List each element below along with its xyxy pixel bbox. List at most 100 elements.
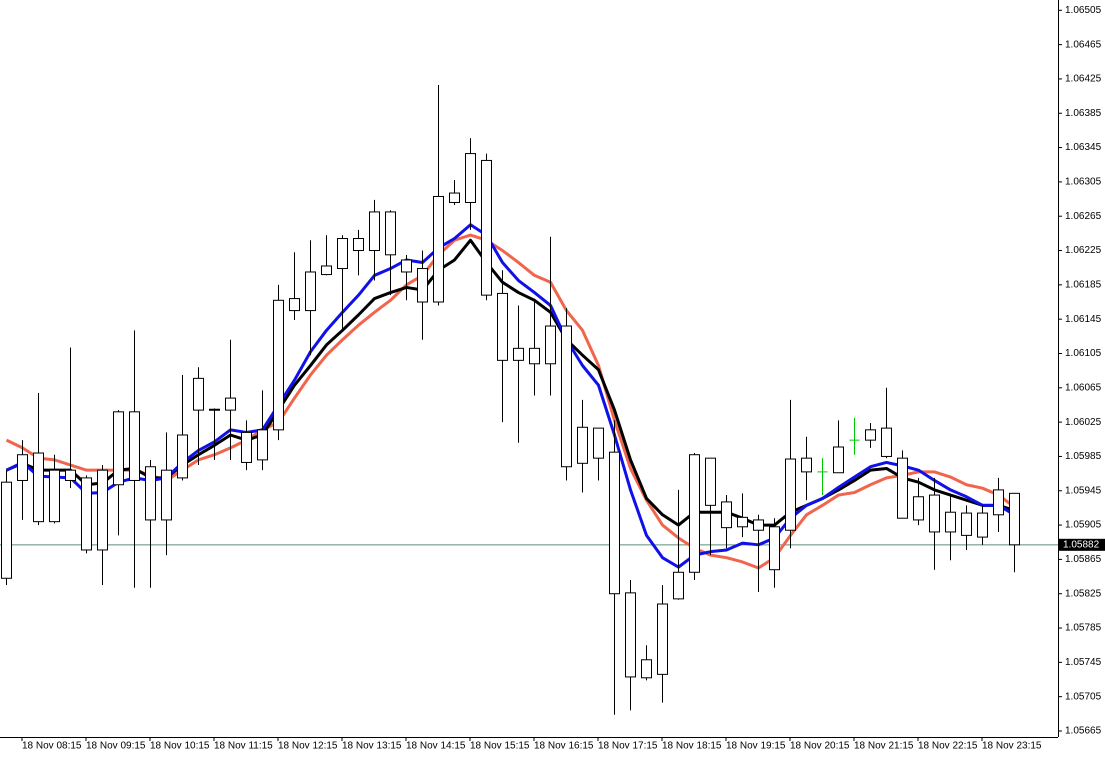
candle-body — [593, 427, 604, 459]
candle-body — [625, 592, 636, 678]
last-price-label: 1.05882 — [1063, 539, 1100, 550]
candle-body — [321, 265, 332, 276]
candle-body — [1009, 492, 1020, 546]
candle-body — [305, 271, 316, 312]
y-tick-label: 1.06185 — [1065, 279, 1102, 290]
x-tick-label: 18 Nov 15:15 — [470, 741, 530, 752]
x-tick-label: 18 Nov 13:15 — [342, 741, 402, 752]
candle-body — [513, 347, 524, 361]
candle-body — [753, 519, 764, 531]
candle-body — [737, 516, 748, 528]
x-tick-label: 18 Nov 16:15 — [534, 741, 594, 752]
y-tick-label: 1.05665 — [1065, 726, 1102, 737]
candle-body — [801, 457, 812, 473]
candle-body — [705, 457, 716, 506]
y-tick-label: 1.06305 — [1065, 177, 1102, 188]
candle-body — [417, 268, 428, 303]
candle-body — [289, 298, 300, 312]
y-tick-label: 1.06145 — [1065, 314, 1102, 325]
candle-body — [225, 397, 236, 411]
candle-body — [689, 454, 700, 573]
candle-body — [369, 211, 380, 252]
candle-body — [401, 259, 412, 273]
y-tick-label: 1.06505 — [1065, 5, 1102, 16]
y-tick-label: 1.05745 — [1065, 657, 1102, 668]
candle-body — [529, 347, 540, 365]
x-tick-label: 18 Nov 23:15 — [982, 741, 1042, 752]
candle-body — [865, 429, 876, 441]
x-tick-label: 18 Nov 14:15 — [406, 741, 466, 752]
candle-body — [481, 159, 492, 296]
y-tick-label: 1.06065 — [1065, 382, 1102, 393]
y-tick-label: 1.06385 — [1065, 108, 1102, 119]
x-tick-label: 18 Nov 17:15 — [598, 741, 658, 752]
x-tick-label: 18 Nov 19:15 — [726, 741, 786, 752]
y-tick-label: 1.06225 — [1065, 245, 1102, 256]
y-tick-label: 1.05905 — [1065, 520, 1102, 531]
moving-average-line — [5, 223, 1016, 569]
candle-body — [257, 429, 268, 461]
last-price-box — [1059, 538, 1105, 551]
candle-body — [241, 431, 252, 463]
y-tick-label: 1.06425 — [1065, 74, 1102, 85]
x-tick-label: 18 Nov 21:15 — [854, 741, 914, 752]
y-tick-label: 1.05985 — [1065, 451, 1102, 462]
candle-body — [17, 454, 28, 481]
candle-body — [561, 325, 572, 468]
candle-body — [673, 571, 684, 600]
candle-body — [433, 195, 444, 303]
candle-body — [33, 452, 44, 523]
x-tick-label: 18 Nov 20:15 — [790, 741, 850, 752]
y-tick-label: 1.06265 — [1065, 211, 1102, 222]
y-tick-label: 1.06345 — [1065, 142, 1102, 153]
y-tick-label: 1.05705 — [1065, 691, 1102, 702]
candle-body — [465, 153, 476, 203]
y-tick-label: 1.05785 — [1065, 623, 1102, 634]
candle-body — [65, 469, 76, 481]
candle-body — [385, 211, 396, 256]
candle-body — [545, 325, 556, 365]
candle-body — [657, 603, 668, 675]
candle-body — [177, 434, 188, 479]
candle-body — [769, 526, 780, 571]
candle-body — [897, 457, 908, 519]
candle-body — [577, 426, 588, 464]
moving-average-line — [5, 233, 1016, 570]
candle-body — [721, 501, 732, 529]
candle-body — [273, 299, 284, 431]
candle-body — [977, 512, 988, 538]
candle-body — [881, 427, 892, 457]
candle-body — [833, 446, 844, 474]
x-tick-label: 18 Nov 11:15 — [214, 741, 273, 752]
candle-body — [337, 238, 348, 270]
candle-body — [497, 292, 508, 361]
candle-body — [993, 489, 1004, 516]
candle-body — [913, 496, 924, 521]
candle-body — [609, 451, 620, 595]
candle-body — [161, 469, 172, 521]
candle-body — [145, 466, 156, 521]
y-tick-label: 1.05945 — [1065, 485, 1102, 496]
candle-body — [129, 411, 140, 481]
candle-body — [785, 458, 796, 531]
candle-body — [449, 192, 460, 203]
candle-body — [641, 659, 652, 679]
candle-body — [49, 469, 60, 523]
candle-body — [353, 238, 364, 252]
candles — [1, 84, 1020, 715]
x-tick-label: 18 Nov 12:15 — [278, 741, 338, 752]
candle-body — [113, 411, 124, 486]
x-tick-label: 18 Nov 18:15 — [662, 741, 722, 752]
candle-body — [193, 377, 204, 411]
x-tick-label: 18 Nov 10:15 — [150, 741, 210, 752]
candle-body — [97, 469, 108, 551]
x-tick-label: 18 Nov 08:15 — [22, 741, 82, 752]
x-tick-label: 18 Nov 22:15 — [918, 741, 978, 752]
candle-body — [945, 511, 956, 533]
y-tick-label: 1.05825 — [1065, 588, 1102, 599]
y-tick-label: 1.06465 — [1065, 39, 1102, 50]
candle-body — [1, 481, 12, 579]
candle-body — [209, 408, 220, 411]
